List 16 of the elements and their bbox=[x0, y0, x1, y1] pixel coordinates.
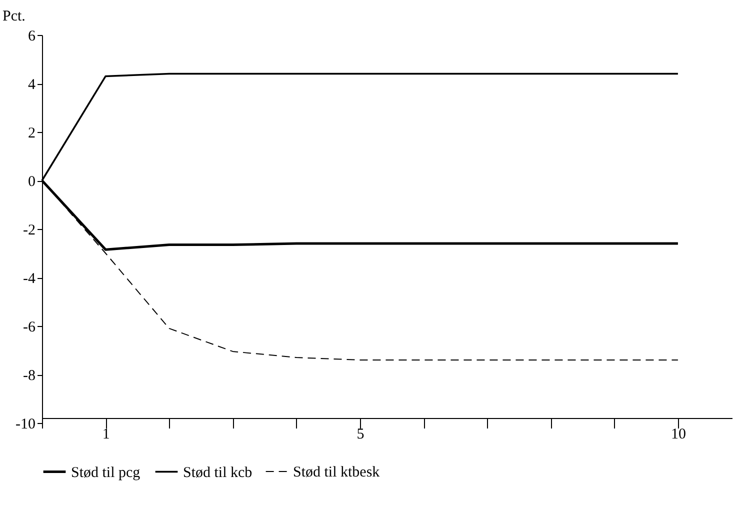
y-tick-label: 4 bbox=[28, 77, 36, 93]
y-tick-label: -10 bbox=[16, 416, 36, 432]
y-tick-label: -8 bbox=[23, 368, 36, 384]
legend-label: Stød til ktbesk bbox=[293, 464, 380, 480]
legend-label: Stød til pcg bbox=[71, 464, 141, 481]
x-tick-label: 10 bbox=[670, 426, 686, 442]
y-tick-label: 6 bbox=[28, 28, 36, 44]
x-tick-label: 1 bbox=[102, 426, 110, 442]
y-tick-label: -4 bbox=[23, 271, 36, 287]
x-tick-label: 5 bbox=[356, 426, 364, 442]
y-tick-label: -2 bbox=[23, 222, 36, 238]
y-tick-label: -6 bbox=[23, 320, 36, 336]
y-tick-label: 2 bbox=[28, 126, 36, 142]
y-tick-label: 0 bbox=[28, 174, 36, 190]
y-axis-title: Pct. bbox=[2, 8, 26, 24]
legend-label: Stød til kcb bbox=[183, 464, 252, 481]
